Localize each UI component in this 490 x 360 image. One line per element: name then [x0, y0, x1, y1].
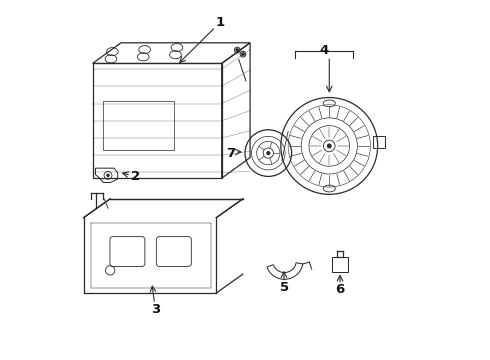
Text: 5: 5 — [280, 281, 289, 294]
Text: 7: 7 — [226, 147, 235, 159]
Circle shape — [242, 53, 245, 56]
Circle shape — [236, 49, 239, 51]
Text: 3: 3 — [151, 303, 160, 316]
Text: 1: 1 — [215, 16, 224, 29]
Circle shape — [327, 144, 332, 148]
Text: 2: 2 — [131, 170, 140, 183]
Circle shape — [266, 151, 270, 155]
Text: 4: 4 — [319, 44, 328, 57]
Text: 6: 6 — [336, 283, 344, 296]
Circle shape — [106, 174, 110, 177]
